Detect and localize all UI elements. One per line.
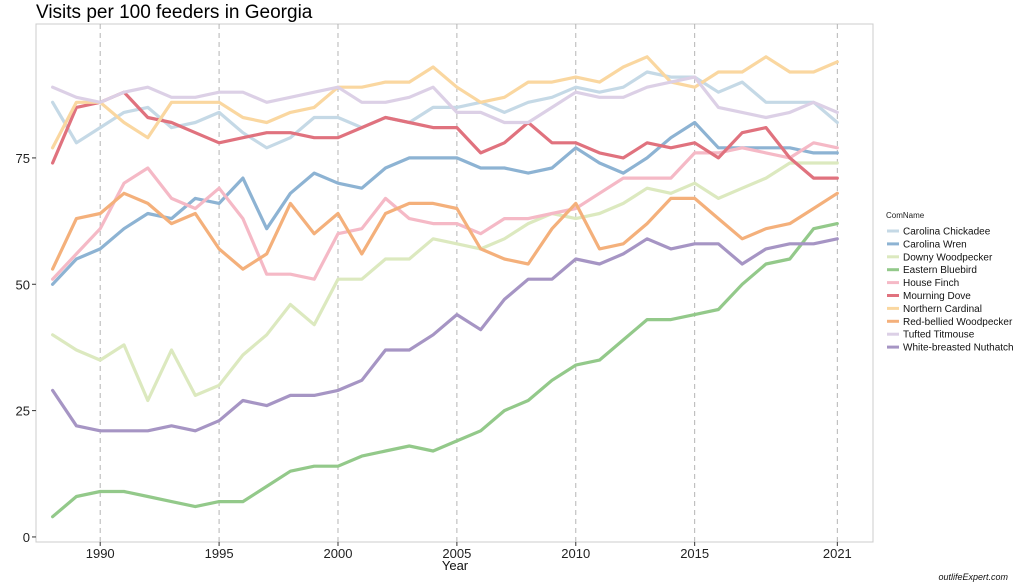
x-tick-label: 2010 (561, 546, 590, 561)
legend-label: House Finch (903, 278, 959, 289)
chart-title: Visits per 100 feeders in Georgia (36, 2, 313, 23)
series-line-carolina-chickadee (50, 70, 839, 150)
series-line-white-breasted-nuthatch (50, 237, 839, 433)
series-line-downy-woodpecker (50, 161, 839, 403)
series-line-mourning-dove (50, 90, 839, 180)
x-tick-label: 2021 (823, 546, 852, 561)
x-axis-title: Year (442, 558, 469, 573)
x-tick-label: 1995 (205, 546, 234, 561)
series-line-carolina-wren (50, 120, 839, 286)
y-tick-label: 25 (16, 404, 30, 419)
y-tick-label: 75 (16, 151, 30, 166)
series-lines (50, 55, 839, 519)
legend-label: Carolina Chickadee (903, 227, 991, 238)
series-line-tufted-titmouse (50, 75, 839, 125)
legend-label: Northern Cardinal (903, 304, 982, 315)
legend-title: ComName (886, 211, 925, 220)
y-axis-ticks: 0 25 50 75 (16, 151, 36, 545)
plot-panel (35, 23, 874, 543)
x-tick-label: 2005 (442, 546, 471, 561)
x-tick-label: 1990 (86, 546, 115, 561)
legend-label: Carolina Wren (903, 239, 967, 250)
legend-label: Eastern Bluebird (903, 265, 977, 276)
series-line-northern-cardinal (50, 55, 839, 150)
legend-label: Downy Woodpecker (903, 252, 993, 263)
legend-label: Red-bellied Woodpecker (903, 317, 1013, 328)
y-tick-label: 50 (16, 277, 30, 292)
legend-label: White-breasted Nuthatch (903, 343, 1014, 354)
watermark-text: outlifeExpert.com (938, 572, 1008, 582)
legend-label: Tufted Titmouse (903, 330, 975, 341)
x-tick-label: 2015 (680, 546, 709, 561)
x-axis-ticks: 1990 1995 2000 2005 2010 2015 2021 (86, 542, 852, 561)
y-tick-label: 0 (23, 530, 30, 545)
series-line-red-bellied-woodpecker (50, 191, 839, 271)
x-tick-label: 2000 (324, 546, 353, 561)
series-line-eastern-bluebird (50, 222, 839, 519)
series-line-house-finch (50, 141, 839, 281)
legend-label: Mourning Dove (903, 291, 971, 302)
